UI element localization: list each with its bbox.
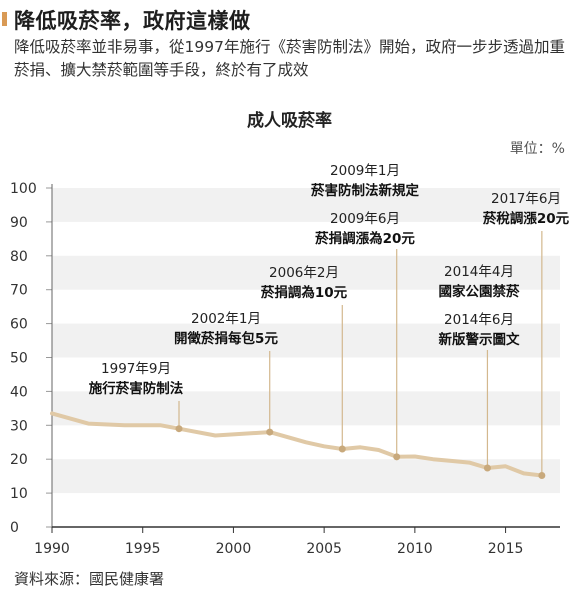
grid-bands (52, 188, 560, 494)
y-tick-label: 60 (10, 317, 28, 333)
grid-band (52, 255, 560, 290)
chart-title: 成人吸菸率 (247, 111, 332, 131)
annotation-marker (483, 464, 491, 472)
grid-band (52, 188, 560, 222)
annotation-marker (538, 471, 546, 479)
page-subtitle: 降低吸菸率並非易事，從1997年施行《菸害防制法》開始，政府一步步透過加重菸捐、… (14, 38, 565, 79)
annotation-text: 2009年1月 (330, 163, 400, 179)
annotation-text: 2014年6月 (444, 312, 514, 328)
annotation-text: 菸捐調漲為20元 (315, 230, 415, 247)
annotation-text: 國家公園禁菸 (439, 283, 520, 300)
y-tick-label: 80 (10, 249, 28, 265)
y-tick-label: 40 (10, 384, 28, 400)
grid-band (52, 391, 560, 426)
title-accent-bar (2, 12, 7, 26)
grid-band (52, 323, 560, 358)
source-note: 資料來源：國民健康署 (14, 570, 165, 588)
series (50, 411, 546, 479)
y-tick-label: 20 (10, 452, 28, 468)
annotation-text: 新版警示圖文 (439, 331, 520, 348)
y-tick-label: 30 (10, 418, 28, 434)
annotation-text: 2017年6月 (491, 191, 561, 207)
x-tick-label: 2005 (306, 541, 342, 557)
annotation-text: 2006年2月 (269, 265, 339, 281)
x-tick-label: 2000 (216, 541, 252, 557)
annotation-marker (266, 428, 274, 436)
annotation-text: 菸稅調漲20元 (483, 210, 570, 227)
axes: 0 10 20 30 40 50 60 70 80 90 100 1990 1995 2000 2005 20… (10, 181, 560, 557)
annotation-text: 2009年6月 (330, 211, 400, 227)
series-line (50, 411, 544, 478)
x-tick-label: 1995 (125, 541, 161, 557)
y-tick-label: 10 (10, 486, 28, 502)
y-tick-label: 90 (10, 215, 28, 231)
annotation-text: 2014年4月 (444, 264, 514, 280)
annotation-marker (338, 445, 346, 453)
y-tick-label: 0 (10, 520, 19, 536)
y-tick-label: 50 (10, 351, 28, 367)
annotation-text: 菸害防制法新規定 (311, 182, 419, 199)
y-tick-label: 100 (10, 181, 37, 197)
x-tick-label: 1990 (34, 541, 70, 557)
annotation-text: 2002年1月 (191, 311, 261, 327)
y-tick-label: 70 (10, 283, 28, 299)
unit-label: 單位：% (509, 141, 565, 157)
annotation-marker (175, 425, 183, 433)
grid-band (52, 459, 560, 494)
annotation-text: 菸捐調為10元 (261, 284, 348, 301)
page-title: 降低吸菸率，政府這樣做 (14, 9, 251, 33)
annotation-text: 開徵菸捐每包5元 (174, 330, 278, 347)
annotation-text: 施行菸害防制法 (89, 380, 184, 397)
x-tick-label: 2010 (397, 541, 433, 557)
x-tick-label: 2015 (488, 541, 524, 557)
annotation-marker (393, 453, 401, 461)
annotation-text: 1997年9月 (101, 361, 171, 377)
